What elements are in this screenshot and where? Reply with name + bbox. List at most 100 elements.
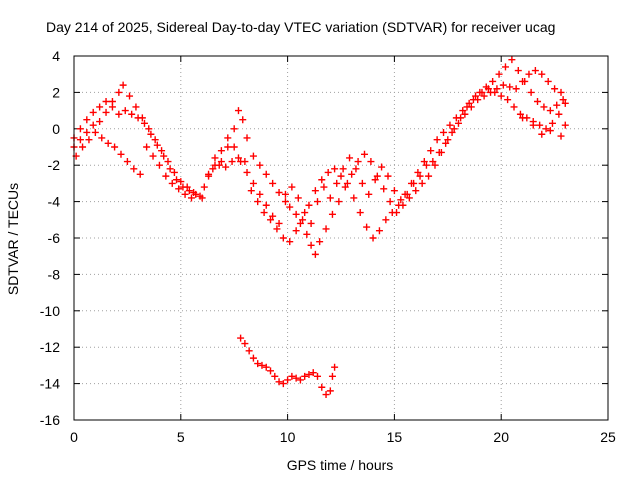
data-point — [465, 99, 473, 107]
data-point — [551, 85, 559, 93]
data-point — [267, 367, 275, 375]
data-point — [247, 187, 255, 195]
data-point — [555, 110, 563, 118]
data-point — [234, 154, 242, 162]
data-point — [557, 132, 565, 140]
x-tick-label: 5 — [177, 429, 185, 445]
data-point — [111, 143, 119, 151]
data-point — [504, 96, 512, 104]
data-point — [356, 209, 364, 217]
data-point — [516, 110, 524, 118]
data-point — [117, 150, 125, 158]
data-point — [316, 238, 324, 246]
data-point — [228, 158, 236, 166]
data-point — [215, 161, 223, 169]
data-point — [102, 108, 110, 116]
data-point — [239, 116, 247, 124]
data-point — [91, 128, 99, 136]
data-point — [145, 125, 153, 133]
y-tick-label: -8 — [48, 266, 61, 282]
data-point — [514, 67, 522, 75]
data-point — [134, 114, 142, 122]
data-point — [478, 88, 486, 96]
data-point — [140, 119, 148, 127]
data-point — [337, 172, 345, 180]
data-point — [200, 183, 208, 191]
data-point — [497, 92, 505, 100]
data-point — [452, 114, 460, 122]
data-point — [559, 96, 567, 104]
data-point — [286, 203, 294, 211]
data-point — [254, 360, 262, 368]
data-point — [98, 134, 106, 142]
data-point — [181, 190, 189, 198]
data-point — [348, 170, 356, 178]
data-point — [331, 165, 339, 173]
data-point — [519, 77, 527, 85]
data-point — [85, 136, 93, 144]
data-point — [307, 241, 315, 249]
data-point — [294, 194, 302, 202]
data-point — [390, 187, 398, 195]
data-point — [442, 139, 450, 147]
data-point — [173, 176, 181, 184]
data-point — [128, 110, 136, 118]
y-axis-label: SDTVAR / TECUs — [5, 183, 21, 295]
data-point — [243, 134, 251, 142]
data-point — [211, 154, 219, 162]
data-point — [311, 250, 319, 258]
data-point — [495, 70, 503, 78]
data-point — [448, 128, 456, 136]
data-point — [416, 172, 424, 180]
data-point — [354, 158, 362, 166]
data-point — [288, 372, 296, 380]
data-point — [367, 158, 375, 166]
data-point — [536, 121, 544, 129]
data-point — [166, 165, 174, 173]
data-point — [256, 190, 264, 198]
data-point — [454, 119, 462, 127]
data-point — [108, 103, 116, 111]
data-point — [224, 143, 232, 151]
data-point — [126, 92, 134, 100]
data-point — [147, 130, 155, 138]
data-point — [382, 216, 390, 224]
data-point — [546, 107, 554, 115]
data-point — [275, 219, 283, 227]
data-point — [149, 152, 157, 160]
data-point — [305, 201, 313, 209]
data-point — [324, 168, 332, 176]
data-point — [136, 170, 144, 178]
data-point — [168, 179, 176, 187]
data-point — [418, 179, 426, 187]
data-point — [89, 108, 97, 116]
data-point — [412, 187, 420, 195]
data-point — [275, 378, 283, 386]
data-point — [269, 179, 277, 187]
data-point — [79, 143, 87, 151]
data-point — [346, 154, 354, 162]
x-tick-label: 20 — [493, 429, 509, 445]
data-point — [446, 121, 454, 129]
data-point — [480, 92, 488, 100]
data-point — [529, 121, 537, 129]
data-point — [243, 168, 251, 176]
data-point — [222, 163, 230, 171]
data-point — [160, 152, 168, 160]
data-point — [292, 227, 300, 235]
data-point — [102, 98, 110, 105]
data-point — [262, 363, 270, 371]
data-point — [271, 372, 279, 380]
data-point — [262, 201, 270, 209]
data-point — [525, 70, 533, 78]
data-point — [425, 172, 433, 180]
data-point — [380, 185, 388, 193]
y-tick-label: -2 — [48, 157, 61, 173]
data-point — [472, 92, 480, 100]
data-point — [192, 190, 200, 198]
data-point — [83, 128, 91, 136]
data-point — [175, 185, 183, 193]
data-point — [234, 107, 242, 115]
data-point — [96, 118, 104, 126]
data-point — [281, 190, 289, 198]
